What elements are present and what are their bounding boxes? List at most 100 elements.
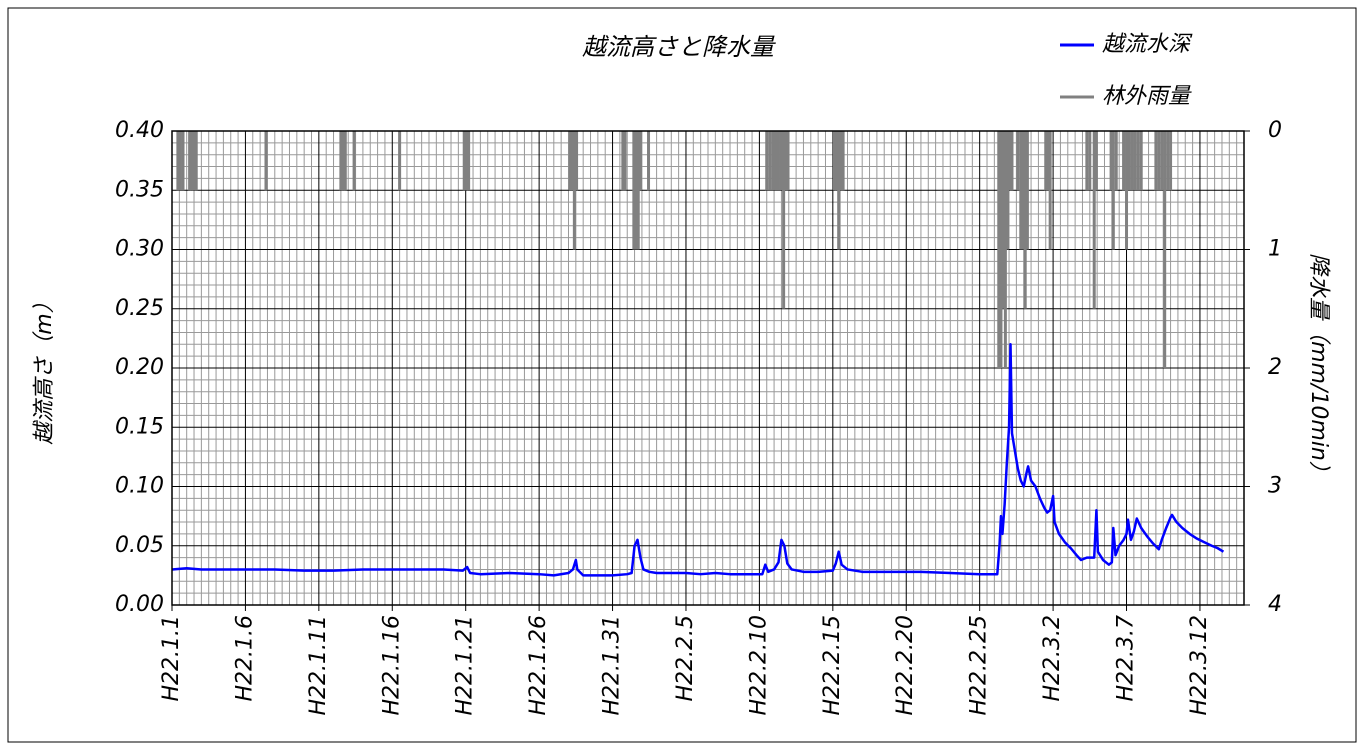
rain-bar [832, 131, 836, 191]
rain-bar [1127, 131, 1131, 191]
rain-bar [1006, 131, 1010, 250]
rain-bar [782, 131, 786, 309]
y-tick-label: 0.20 [115, 355, 164, 380]
x-tick-label: H22.3.2 [1040, 615, 1065, 702]
axes: 0.00 0.05 0.10 0.15 0.20 0.25 0.30 0.35 0.40 0 1 2 3… [115, 32, 1282, 716]
overflow-line [171, 343, 1225, 577]
rain-bar [568, 131, 572, 191]
y-tick-label: 0.05 [115, 533, 164, 558]
rain-bar [1044, 131, 1048, 191]
rain-bar [638, 131, 642, 191]
y2-tick-label: 1 [1268, 237, 1282, 262]
rain-bar [190, 131, 194, 191]
rain-bar [1092, 131, 1096, 309]
legend-label: 林外雨量 [1102, 84, 1192, 109]
rain-bar [352, 131, 356, 191]
rain-bar [464, 131, 468, 191]
rain-bar [841, 131, 845, 191]
rain-bar [632, 131, 636, 250]
x-tick-label: H22.2.10 [746, 615, 771, 716]
y-tick-label: 0.00 [115, 592, 164, 617]
y-tick-label: 0.15 [115, 414, 164, 439]
rain-bar [634, 131, 638, 250]
rain-bar [621, 131, 625, 191]
y-tick-label: 0.30 [115, 237, 164, 262]
rain-bar [1016, 131, 1020, 191]
rain-bar [779, 131, 783, 191]
rain-bar [999, 131, 1003, 368]
rain-bar [1169, 131, 1173, 191]
rain-bar [774, 131, 778, 191]
rain-bar [771, 131, 775, 191]
rain-bar [1109, 131, 1113, 191]
rain-bar [834, 131, 838, 191]
rain-bar [188, 131, 192, 191]
rain-bar [1154, 131, 1158, 191]
rain-bar [1166, 131, 1170, 191]
rain-bar [1122, 131, 1126, 191]
rain-bar [1125, 131, 1129, 250]
x-tick-label: H22.3.12 [1187, 615, 1212, 716]
x-tick-label: H22.2.25 [967, 615, 992, 716]
rain-bar [1048, 131, 1052, 250]
x-tick-label: H22.2.5 [673, 615, 698, 702]
rain-bar [572, 131, 576, 250]
rain-bar [1136, 131, 1140, 191]
rain-bar [1094, 131, 1098, 191]
rain-bar [178, 131, 182, 191]
rain-bar [997, 131, 1001, 368]
y-tick-label: 0.25 [115, 296, 164, 321]
rain-bar [1160, 131, 1164, 191]
x-tick-label: H22.1.16 [379, 615, 404, 716]
x-tick-label: H22.1.31 [600, 615, 625, 716]
rain-bar [1139, 131, 1143, 191]
rain-bar [636, 131, 640, 250]
rain-bar [784, 131, 788, 191]
rain-bar [1163, 131, 1167, 368]
rain-bar [1046, 131, 1050, 191]
rain-bar [339, 131, 343, 191]
rain-bar [776, 131, 780, 191]
rain-bar [467, 131, 471, 191]
rain-bar [570, 131, 574, 191]
rain-bar [341, 131, 345, 191]
rain-bar [765, 131, 769, 191]
y2-tick-label: 0 [1268, 118, 1282, 143]
x-tick-label: H22.2.20 [893, 615, 918, 716]
rain-bar [1003, 131, 1007, 368]
rain-bar [839, 131, 843, 191]
rain-bar [192, 131, 196, 191]
x-tick-label: H22.1.21 [453, 615, 478, 716]
rain-bar [194, 131, 198, 191]
y2-tick-label: 4 [1268, 592, 1282, 617]
y2-tick-label: 2 [1268, 355, 1282, 380]
rain-bar [264, 131, 268, 191]
rain-bar [398, 131, 402, 191]
rain-bar [1088, 131, 1092, 191]
rain-bar [462, 131, 466, 191]
rain-bar [768, 131, 772, 191]
rain-bar [1008, 131, 1012, 191]
x-tick-label: H22.1.1 [159, 615, 184, 702]
rain-bar [647, 131, 651, 191]
rain-bar [181, 131, 185, 191]
rain-bar [1157, 131, 1161, 191]
grid [171, 130, 1244, 606]
y-tick-label: 0.10 [115, 474, 164, 499]
y-axis-label: 越流高さ（m） [32, 291, 57, 444]
rain-bar [1130, 131, 1134, 191]
rain-bar [343, 131, 347, 191]
legend-label: 越流水深 [1102, 32, 1193, 57]
x-tick-label: H22.1.26 [526, 615, 551, 716]
x-tick-label: H22.3.7 [1114, 615, 1139, 702]
chart-title: 越流高さと降水量 [582, 33, 776, 61]
y2-axis-label: 降水量（mm/10min） [1306, 253, 1331, 483]
x-tick-label: H22.2.15 [820, 615, 845, 716]
rain-bar [1010, 131, 1014, 191]
rain-bar [1019, 131, 1023, 250]
rain-bar [1001, 131, 1005, 309]
rain-bar [1023, 131, 1027, 309]
rain-bar [1025, 131, 1029, 250]
rain-bar [1133, 131, 1137, 191]
